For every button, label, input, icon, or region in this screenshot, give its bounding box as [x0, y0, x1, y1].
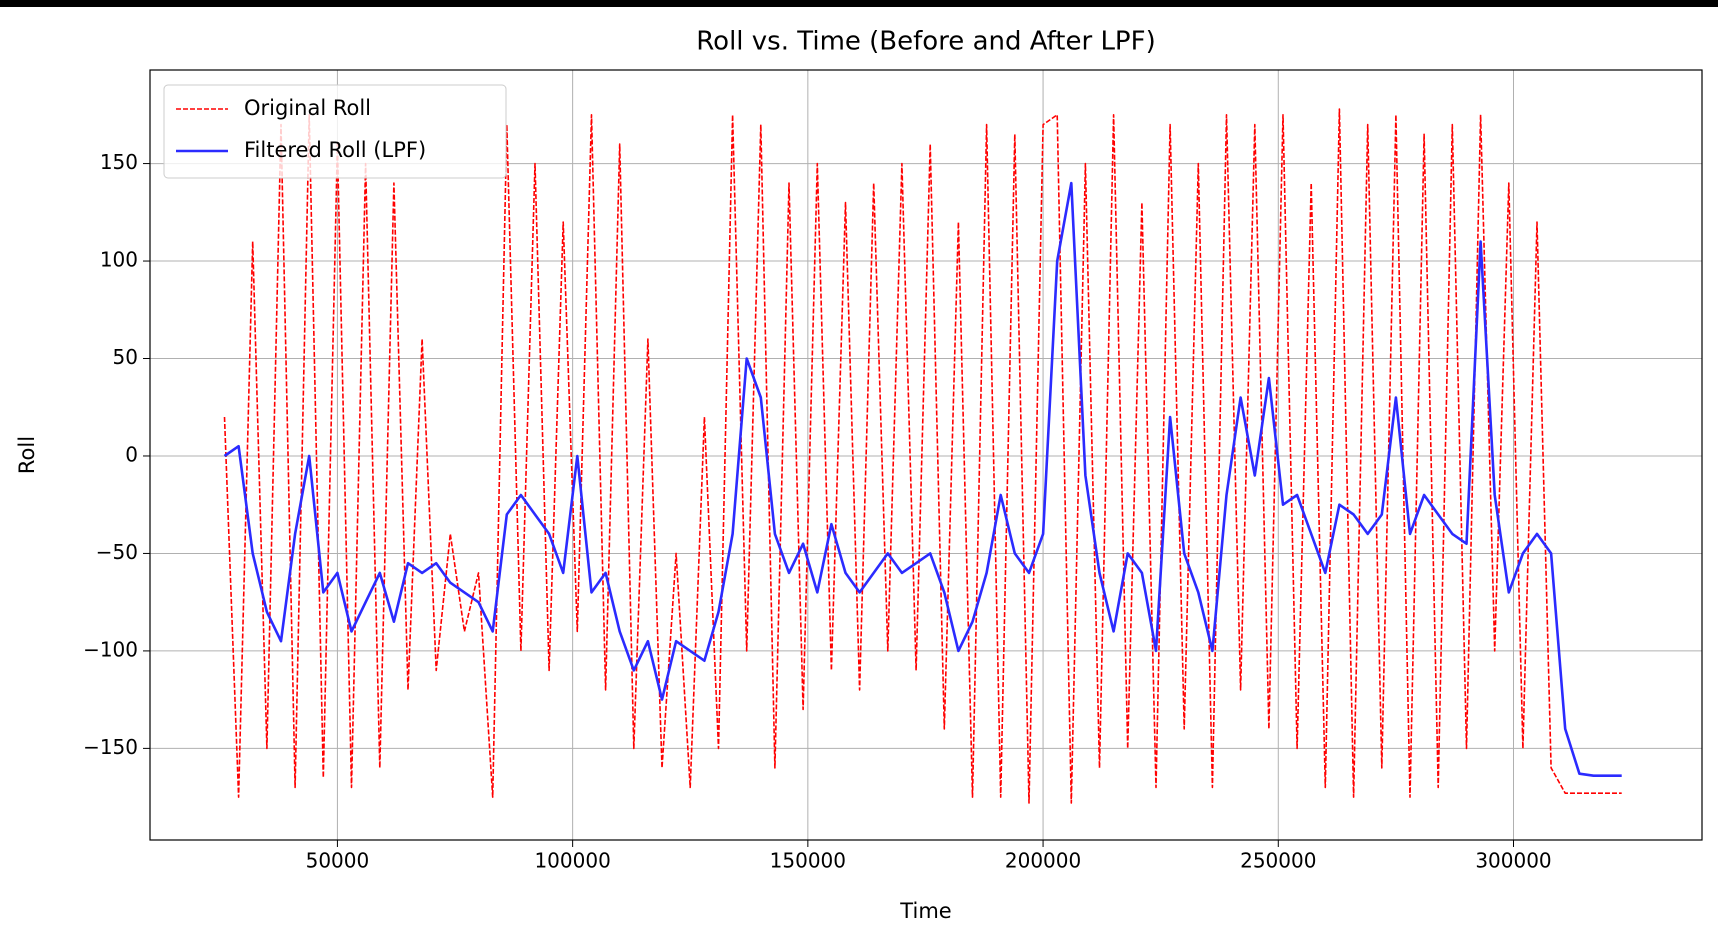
chart-title: Roll vs. Time (Before and After LPF) [696, 27, 1155, 57]
x-tick-label: 300000 [1475, 849, 1551, 873]
y-tick-label: 150 [100, 150, 138, 174]
x-tick-label: 50000 [306, 849, 370, 873]
y-axis-label: Roll [15, 436, 39, 474]
x-axis-label: Time [899, 899, 951, 923]
y-tick-label: −50 [96, 540, 138, 564]
y-tick-label: 0 [125, 442, 138, 466]
plot-frame [149, 69, 1703, 841]
legend-box [163, 84, 507, 179]
legend-label: Original Roll [244, 96, 371, 120]
legend-label: Filtered Roll (LPF) [244, 138, 426, 162]
y-tick-label: 50 [113, 345, 138, 369]
top-bar [0, 0, 1718, 7]
series-line [223, 181, 1622, 777]
series-line [223, 108, 1622, 804]
legend: Original Roll Filtered Roll (LPF) [163, 84, 507, 179]
y-tick-label: −100 [83, 637, 138, 661]
x-tick-label: 150000 [770, 849, 846, 873]
x-tick-label: 100000 [534, 849, 610, 873]
y-tick-label: 100 [100, 248, 138, 272]
x-tick-label: 250000 [1240, 849, 1316, 873]
y-tick-label: −150 [83, 735, 138, 759]
x-tick-label: 200000 [1005, 849, 1081, 873]
